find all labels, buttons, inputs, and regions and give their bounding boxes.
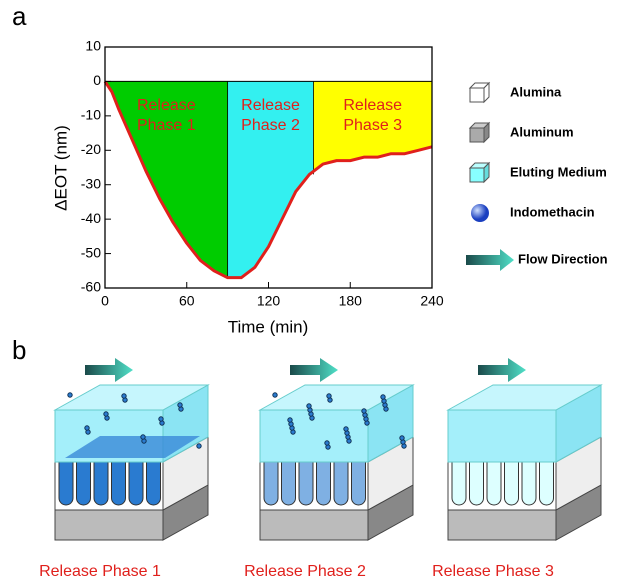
drug-particle: [325, 441, 329, 445]
legend-icon: [470, 168, 484, 182]
region-label: Release Phase 2: [231, 96, 311, 136]
pore: [129, 462, 143, 505]
drug-particle: [273, 393, 277, 397]
legend-label: Flow Direction: [518, 251, 608, 266]
drug-particle: [327, 394, 331, 398]
base-front: [260, 510, 368, 540]
drug-particle: [400, 436, 404, 440]
panel-label: b: [12, 335, 26, 365]
pore: [540, 462, 554, 505]
schematic-caption: Release Phase 2: [244, 563, 366, 580]
x-tick-label: 60: [179, 293, 195, 309]
drug-particle: [307, 404, 311, 408]
release-region: [105, 47, 228, 288]
y-tick-label: -60: [81, 279, 101, 295]
drug-particle: [122, 394, 126, 398]
legend-icon: [466, 249, 514, 271]
y-tick-label: -40: [81, 210, 101, 226]
pore: [77, 462, 91, 505]
pore: [452, 462, 466, 505]
legend-icon: [470, 128, 484, 142]
pore: [94, 462, 108, 505]
pore: [282, 462, 296, 505]
drug-particle: [104, 412, 108, 416]
drug-particle: [362, 409, 366, 413]
drug-particle: [141, 435, 145, 439]
schematic-caption: Release Phase 3: [432, 563, 554, 580]
pore: [470, 462, 484, 505]
figure: a b 100-10-20-30-40-50-60060120180240 Ti…: [0, 0, 621, 582]
legend-icon: [470, 88, 484, 102]
pore: [505, 462, 519, 505]
drug-particle: [178, 403, 182, 407]
x-tick-label: 240: [420, 293, 444, 309]
legend-label: Eluting Medium: [510, 164, 607, 179]
pore: [334, 462, 348, 505]
flow-arrow: [290, 358, 338, 382]
pore: [317, 462, 331, 505]
region-label: Release Phase 1: [126, 96, 206, 136]
drug-particle: [85, 426, 89, 430]
drug-particle: [381, 395, 385, 399]
drug-particle: [159, 417, 163, 421]
pore: [299, 462, 313, 505]
y-tick-label: 0: [93, 72, 101, 88]
release-region: [313, 47, 432, 288]
x-axis-label: Time (min): [228, 317, 309, 336]
pore: [352, 462, 366, 505]
medium-front: [448, 410, 556, 462]
drug-particle: [288, 418, 292, 422]
x-tick-label: 180: [339, 293, 363, 309]
schematic-caption: Release Phase 1: [39, 563, 161, 580]
y-tick-label: -30: [81, 175, 101, 191]
y-tick-label: -10: [81, 107, 101, 123]
pore: [522, 462, 536, 505]
figure-canvas: a b 100-10-20-30-40-50-60060120180240 Ti…: [0, 0, 621, 582]
y-tick-label: 10: [85, 38, 101, 54]
drug-particle: [197, 444, 201, 448]
base-front: [448, 510, 556, 540]
y-tick-label: -50: [81, 244, 101, 260]
flow-arrow: [478, 358, 526, 382]
pore: [112, 462, 126, 505]
legend-label: Alumina: [510, 84, 562, 99]
legend-label: Aluminum: [510, 124, 574, 139]
y-axis-label: ΔEOT (nm): [51, 125, 70, 211]
pore: [147, 462, 161, 505]
region-label: Release Phase 3: [333, 96, 413, 136]
y-tick-label: -20: [81, 141, 101, 157]
pore: [59, 462, 73, 505]
drug-particle: [68, 393, 72, 397]
x-tick-label: 0: [101, 293, 109, 309]
x-tick-label: 120: [257, 293, 281, 309]
release-region: [228, 47, 314, 288]
pore: [487, 462, 501, 505]
panel-label: a: [12, 1, 27, 31]
legend-label: Indomethacin: [510, 204, 595, 219]
drug-particle: [344, 427, 348, 431]
pore: [264, 462, 278, 505]
base-front: [55, 510, 163, 540]
legend-icon: [471, 204, 489, 222]
flow-arrow: [85, 358, 133, 382]
